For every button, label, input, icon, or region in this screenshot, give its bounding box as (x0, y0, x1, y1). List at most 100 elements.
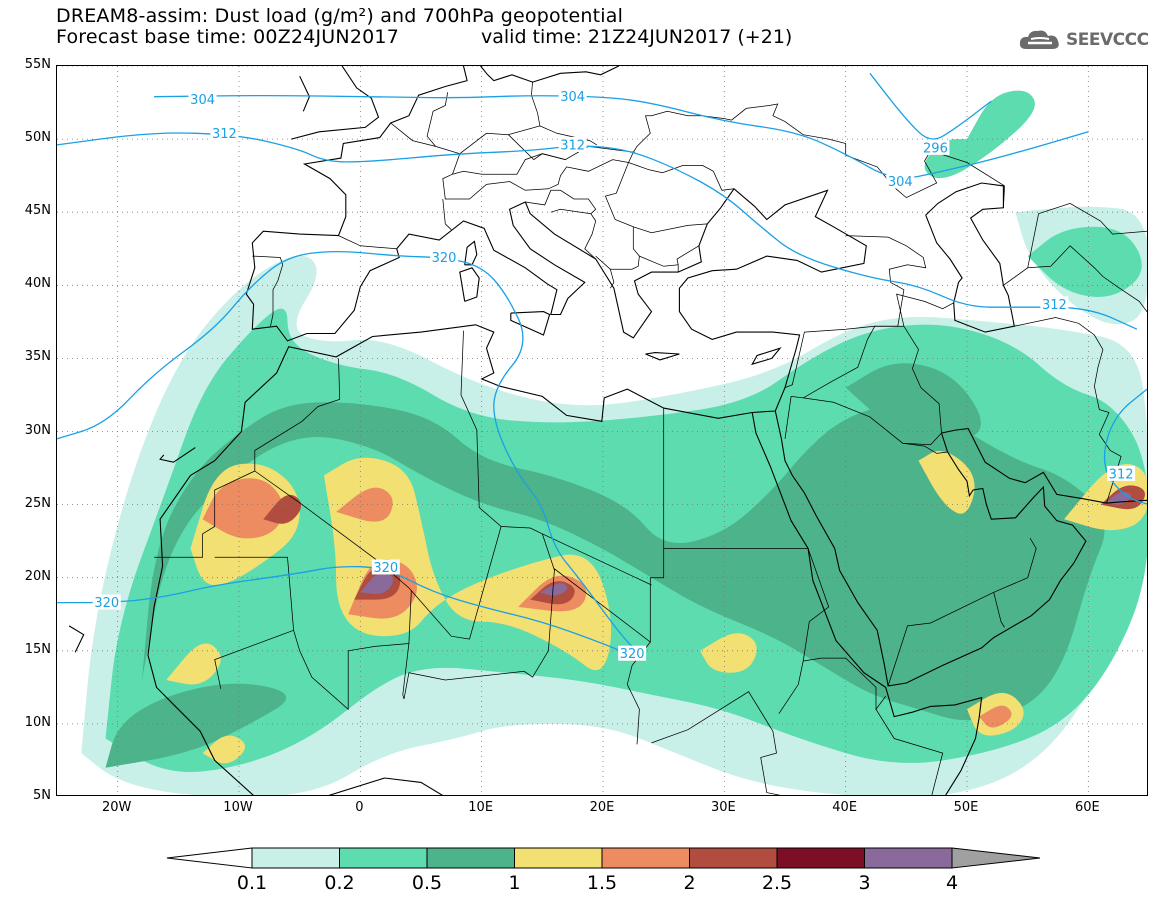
contour-label-bg (558, 136, 587, 152)
colorbar-swatch (689, 847, 778, 869)
contour-label: 296 (923, 141, 948, 156)
longitude-label: 10E (468, 800, 494, 815)
border-segment (550, 208, 591, 215)
colorbar-label: 4 (945, 872, 959, 894)
contour-label: 304 (190, 93, 215, 108)
colorbar-swatches (166, 847, 1041, 869)
contour-label: 320 (620, 647, 645, 662)
border-segment (949, 258, 963, 279)
contour-label: 312 (1042, 298, 1067, 313)
dust-orange-algeria (336, 487, 393, 522)
contour-label: 320 (432, 251, 457, 266)
longitude-label: 0 (355, 800, 364, 815)
geopotential-contour-line (57, 251, 640, 652)
coastline-segment (941, 428, 1147, 504)
contour-label-bg (430, 249, 459, 265)
valid-time: valid time: 21Z24JUN2017 (+21) (481, 26, 793, 48)
coastline-segment (480, 66, 620, 83)
coastline-segment (464, 240, 478, 266)
coastline-segment (645, 352, 680, 361)
border-segment (896, 293, 954, 327)
contour-label-bg (1040, 296, 1069, 312)
border-segment (442, 198, 452, 230)
border-segment (803, 657, 887, 711)
border-segment (338, 235, 397, 250)
border-segment (452, 153, 461, 175)
border-segment (254, 330, 502, 640)
dust-yellow-sahara-central (323, 457, 612, 671)
country-borders (154, 82, 1147, 795)
dust-region-dark-iraq (845, 363, 981, 443)
latitude-label: 15N (24, 641, 51, 657)
dust-level-dark (105, 363, 1105, 768)
border-segment (1003, 245, 1147, 313)
coastline-segment (291, 66, 380, 140)
latitude-label: 35N (24, 349, 51, 365)
latitude-label: 40N (24, 276, 51, 292)
coastline-segment (925, 182, 1015, 333)
border-segment (875, 709, 944, 795)
contour-label: 312 (212, 127, 237, 142)
border-segment (501, 526, 652, 586)
dust-region-dark-coast (105, 683, 287, 768)
longitude-label: 30E (710, 800, 736, 815)
colorbar-swatch (339, 847, 428, 869)
border-segment (293, 590, 412, 711)
colorbar-label: 1.5 (586, 872, 618, 894)
dust-purple-chad (539, 583, 568, 596)
border-segment (784, 325, 876, 439)
coastline-segment (459, 267, 480, 302)
latitude-label: 25N (24, 495, 51, 511)
geopotential-contour-line (57, 132, 1138, 330)
border-segment (902, 442, 948, 454)
latitude-label: 5N (33, 788, 51, 803)
coastline-segment (147, 655, 444, 795)
border-segment (778, 548, 830, 714)
dust-yellow-arabia (918, 450, 975, 514)
longitude-label: 60E (1074, 800, 1100, 815)
border-segment (541, 533, 555, 571)
map-area[interactable]: 304 304 312 312 296 304 320 312 320 320 320 312 (56, 65, 1148, 796)
colorbar-label: 1 (508, 872, 521, 894)
contour-label-bg (558, 88, 587, 104)
contour-label-bg (188, 91, 217, 107)
colorbar-label: 0.5 (411, 872, 443, 894)
dust-region-dark-main (141, 402, 1105, 721)
latitude-label: 45N (24, 203, 51, 219)
contour-label: 312 (1109, 467, 1134, 482)
colorbar-label: 0.1 (236, 872, 268, 894)
colorbar-label: 0.2 (324, 872, 355, 894)
longitude-label: 50E (953, 800, 979, 815)
longitude-label: 40E (832, 800, 858, 815)
coastline-segment (751, 347, 782, 366)
colorbar-swatch (426, 847, 515, 869)
longitude-label: 10W (223, 800, 253, 815)
colorbar-label: 3 (858, 872, 871, 894)
dust-orange-mauritania (202, 478, 284, 539)
longitude-label: 20W (101, 800, 132, 815)
colorbar-label: 2.5 (761, 872, 793, 894)
dust-purple-mali (360, 573, 394, 594)
geopotential-contour-line (57, 565, 628, 655)
border-segment (803, 397, 942, 446)
colorbar-under-arrow (166, 847, 253, 869)
dust-yellow-sudan (700, 633, 757, 673)
contour-label-bg (1107, 465, 1136, 481)
border-segment (1014, 317, 1122, 504)
contour-label-bg (210, 125, 239, 141)
logo-text: SEEVCCC (1066, 30, 1149, 50)
border-segment (595, 255, 615, 289)
border-segment (531, 82, 541, 126)
coastline-segment (299, 75, 311, 112)
contour-label: 320 (94, 596, 119, 611)
colorbar-swatch (864, 847, 953, 869)
forecast-base-time: Forecast base time: 00Z24JUN2017 (56, 26, 399, 48)
border-segment (426, 92, 509, 155)
contour-label: 304 (888, 175, 913, 190)
border-segment (604, 162, 640, 270)
border-segment (402, 408, 665, 700)
colorbar-swatch (514, 847, 603, 869)
longitude-label: 20E (589, 800, 615, 815)
border-segment (639, 255, 679, 273)
contour-label-bg (371, 559, 400, 575)
